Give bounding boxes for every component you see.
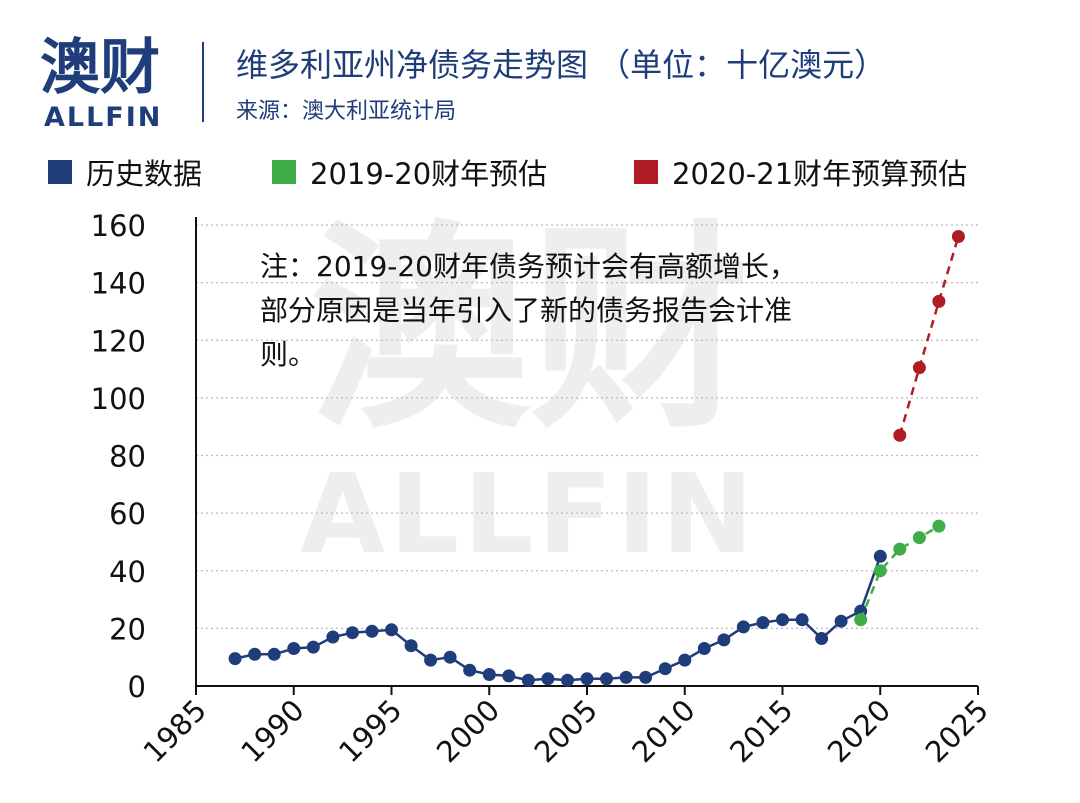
data-point-series-0 [639, 670, 653, 684]
data-point-series-0 [756, 616, 770, 630]
legend-item-historical: 历史数据 [48, 152, 202, 192]
brand-logo: 澳财 ALLFIN [40, 32, 170, 133]
data-point-series-0 [619, 670, 633, 684]
data-point-series-1 [854, 613, 868, 627]
chart-note: 注：2019-20财年债务预计会有高额增长，部分原因是当年引入了新的债务报告会计… [260, 250, 797, 371]
data-point-series-0 [385, 623, 398, 637]
x-tick-label: 2005 [528, 693, 604, 769]
data-point-series-0 [326, 630, 340, 644]
data-point-series-0 [463, 663, 477, 677]
x-tick-label: 1985 [137, 693, 213, 769]
data-point-series-0 [717, 633, 731, 647]
series-line-2 [898, 236, 960, 436]
series-line-1 [859, 525, 940, 621]
data-point-series-2 [951, 230, 965, 243]
data-point-series-0 [443, 650, 457, 664]
data-point-series-2 [932, 294, 946, 308]
x-tick-label: 1995 [332, 693, 408, 769]
data-point-series-0 [658, 662, 672, 676]
data-point-series-1 [932, 519, 946, 533]
y-tick-label: 0 [128, 670, 146, 704]
y-tick-label: 160 [91, 209, 146, 243]
legend-item-estimate-2019: 2019-20财年预估 [272, 152, 547, 192]
y-tick-label: 100 [91, 382, 146, 416]
data-point-series-0 [776, 613, 789, 627]
legend-label-estimate-2019: 2019-20财年预估 [310, 157, 548, 191]
data-point-series-0 [580, 672, 594, 686]
data-point-series-0 [541, 672, 555, 686]
y-tick-label: 40 [109, 555, 146, 589]
y-tick-label: 140 [91, 267, 146, 301]
legend-swatch-historical [48, 160, 72, 184]
data-point-series-0 [795, 613, 809, 627]
data-point-series-0 [482, 668, 496, 681]
legend-label-historical: 历史数据 [86, 157, 203, 191]
brand-logo-en: ALLFIN [44, 102, 163, 133]
x-tick-label: 2010 [625, 693, 701, 769]
data-point-series-0 [228, 652, 242, 666]
legend-swatch-estimate-2019 [272, 160, 296, 184]
data-point-series-0 [815, 632, 829, 645]
data-point-series-1 [912, 531, 926, 545]
data-point-series-1 [873, 564, 887, 578]
data-point-series-0 [365, 624, 379, 638]
data-point-series-0 [678, 653, 692, 667]
brand-logo-cn: 澳财 [40, 33, 160, 103]
x-tick-label: 2000 [430, 693, 506, 769]
legend-item-budget-2020: 2020-21财年预算预估 [634, 152, 967, 192]
data-point-series-0 [697, 642, 711, 655]
x-tick-label: 2015 [723, 693, 799, 769]
data-point-series-1 [893, 542, 907, 556]
y-tick-label: 60 [109, 497, 146, 531]
legend-swatch-budget-2020 [634, 160, 658, 184]
header-divider [202, 42, 204, 122]
x-tick-label: 1990 [234, 693, 310, 769]
data-point-series-2 [893, 428, 907, 442]
chart-legend: 历史数据 2019-20财年预估 2020-21财年预算预估 [40, 152, 1040, 192]
data-point-series-0 [248, 647, 262, 661]
data-point-series-0 [502, 669, 516, 683]
data-point-series-0 [345, 626, 359, 640]
chart-source: 来源：澳大利亚统计局 [236, 99, 457, 124]
data-point-series-0 [736, 620, 750, 634]
y-tick-label: 20 [109, 612, 146, 646]
chart-title: 维多利亚州净债务走势图 （单位：十亿澳元） [236, 46, 887, 84]
x-tick-label: 2020 [821, 693, 897, 769]
data-point-series-0 [287, 642, 301, 655]
data-point-series-0 [404, 639, 418, 653]
data-point-series-0 [834, 614, 848, 628]
data-point-series-0 [561, 673, 574, 687]
data-point-series-2 [912, 361, 926, 375]
data-point-series-0 [873, 549, 887, 563]
data-point-series-0 [306, 640, 320, 654]
series-line-0 [234, 555, 882, 682]
y-tick-label: 120 [91, 324, 146, 358]
legend-label-budget-2020: 2020-21财年预算预估 [672, 157, 968, 191]
data-point-series-0 [267, 647, 281, 661]
x-tick-label: 2025 [919, 693, 995, 769]
data-point-series-0 [521, 673, 535, 687]
data-point-series-0 [600, 672, 613, 686]
y-tick-label: 80 [109, 440, 146, 474]
data-point-series-0 [424, 653, 438, 667]
